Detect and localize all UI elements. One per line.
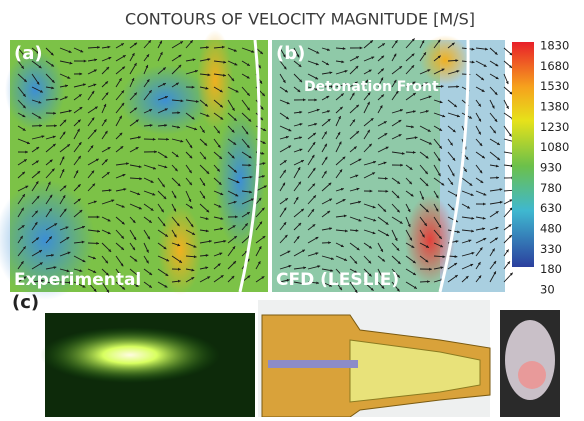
colorbar-tick-label: 1230	[540, 120, 569, 134]
panel-label: (a)	[14, 43, 43, 64]
annotation: Detonation Front	[304, 79, 439, 95]
colorbar-tick-label: 1830	[540, 39, 569, 53]
colorbar-tick-label: 780	[540, 181, 562, 195]
contour-blob	[158, 205, 202, 295]
colorbar-tick-label: 180	[540, 262, 562, 276]
colorbar-ticks: 1830 1680 1530 1380 1230 1080 930 780 630 480 330 1…	[540, 39, 569, 297]
colorbar-tick-label: 1080	[540, 140, 569, 154]
photo-detail	[518, 361, 546, 389]
flame	[40, 327, 220, 383]
colorbar-tick-label: 1680	[540, 59, 569, 73]
title: CONTOURS OF VELOCITY MAGNITUDE [M/S]	[125, 10, 475, 29]
colorbar-tick-label: 30	[540, 283, 555, 297]
colorbar-tick-label: 480	[540, 222, 562, 236]
panel-label: (c)	[12, 292, 39, 313]
colorbar-tick-label: 930	[540, 161, 562, 175]
panel-caption: Experimental	[14, 270, 141, 290]
contour-blob	[405, 195, 455, 285]
colorbar-tick-label: 630	[540, 201, 562, 215]
panel-b: (b) Detonation Front CFD (LESLIE)	[272, 35, 516, 293]
colorbar-tick-label: 1530	[540, 79, 569, 93]
engine-part	[268, 360, 358, 368]
contour-blob	[420, 35, 470, 85]
contour-blob	[197, 30, 233, 130]
panel-a: (a) Experimental	[0, 30, 268, 300]
panel-caption: CFD (LESLIE)	[276, 270, 399, 290]
colorbar-tick-label: 330	[540, 242, 562, 256]
panel-c: (c)	[12, 292, 560, 417]
colorbar	[512, 42, 534, 267]
panel-label: (b)	[276, 43, 305, 64]
colorbar-tick-label: 1380	[540, 100, 569, 114]
